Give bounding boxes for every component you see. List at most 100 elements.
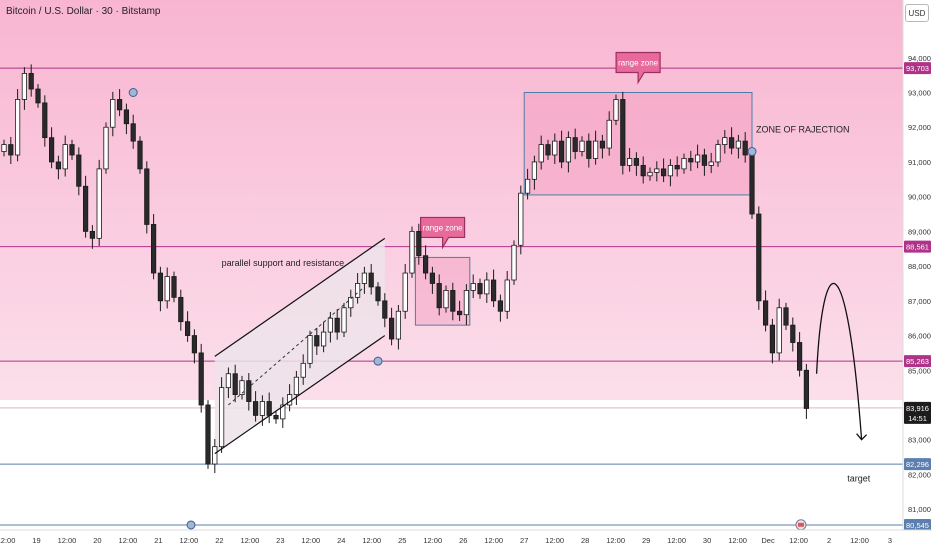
x-tick-label: 30 bbox=[703, 536, 711, 545]
candle-body bbox=[797, 342, 803, 371]
candle-body bbox=[198, 352, 204, 406]
candle-body bbox=[280, 404, 286, 420]
x-tick-label: 3 bbox=[888, 536, 892, 545]
candle-body bbox=[225, 373, 231, 389]
candle-body bbox=[171, 276, 177, 298]
candle-body bbox=[633, 158, 640, 166]
candle-body bbox=[55, 161, 62, 170]
candle-body bbox=[429, 272, 436, 284]
candle-body bbox=[579, 140, 585, 152]
candle-body bbox=[35, 88, 41, 104]
candle-body bbox=[559, 140, 565, 163]
projection-arrow bbox=[815, 282, 863, 440]
candle-body bbox=[783, 307, 789, 326]
x-tick-label: 24 bbox=[337, 536, 345, 545]
level-price-tag bbox=[904, 62, 931, 75]
candle-body bbox=[422, 255, 429, 274]
y-tick-label: 81,000 bbox=[908, 505, 931, 514]
x-tick-label: 12:00 bbox=[119, 536, 138, 545]
candle-body bbox=[341, 307, 347, 333]
candle-body bbox=[21, 73, 28, 100]
x-tick-label: 12:00 bbox=[362, 536, 381, 545]
candle-body bbox=[246, 380, 252, 402]
currency-button[interactable]: USD bbox=[905, 4, 929, 22]
candle-body bbox=[368, 272, 374, 288]
candle-body bbox=[565, 137, 572, 163]
candle-body bbox=[266, 401, 272, 416]
candle-body bbox=[137, 140, 143, 170]
level-price-tag bbox=[904, 240, 931, 253]
candle-body bbox=[531, 161, 538, 180]
pink-band bbox=[0, 0, 903, 400]
candle-body bbox=[239, 380, 245, 395]
candle-body bbox=[232, 373, 238, 395]
candle-body bbox=[218, 387, 225, 448]
candle-body bbox=[388, 317, 395, 340]
channel-upper-line bbox=[214, 237, 386, 357]
candle-body bbox=[89, 230, 95, 239]
x-tick-label: Dec bbox=[761, 536, 775, 545]
candle-body bbox=[395, 310, 402, 340]
x-tick-label: 12:00 bbox=[667, 536, 686, 545]
channel-fill bbox=[214, 238, 385, 454]
candle-body bbox=[688, 158, 694, 163]
candle-body bbox=[470, 283, 476, 291]
x-tick-label: 12:00 bbox=[789, 536, 808, 545]
candle-body bbox=[763, 300, 769, 326]
candle-body bbox=[620, 99, 626, 166]
candle-body bbox=[701, 154, 708, 166]
candle-body bbox=[259, 401, 266, 416]
x-tick-label: 12:00 bbox=[180, 536, 199, 545]
candle-body bbox=[504, 279, 510, 312]
candle-body bbox=[103, 126, 109, 170]
candle-body bbox=[674, 165, 680, 170]
flag-icon-stripe bbox=[797, 522, 804, 527]
anchor-point bbox=[186, 520, 196, 530]
candle-body bbox=[640, 165, 646, 177]
candle-body bbox=[178, 296, 184, 323]
candle-body bbox=[191, 335, 197, 354]
y-tick-label: 90,000 bbox=[908, 193, 931, 202]
x-tick-label: 27 bbox=[520, 536, 528, 545]
candle-body bbox=[497, 300, 504, 312]
candle-body bbox=[511, 244, 517, 281]
level-price-label: 93,703 bbox=[906, 64, 929, 73]
x-tick-label: 29 bbox=[642, 536, 650, 545]
x-tick-label: 12:00 bbox=[850, 536, 869, 545]
arrow-head bbox=[856, 433, 868, 441]
x-tick-label: 12:00 bbox=[423, 536, 442, 545]
range-zone-callout bbox=[615, 51, 661, 85]
candle-body bbox=[164, 276, 170, 302]
candle-body bbox=[76, 154, 82, 187]
y-tick-label: 92,000 bbox=[908, 123, 931, 132]
candle-body bbox=[722, 137, 728, 145]
x-tick-label: 28 bbox=[581, 536, 589, 545]
candle-body bbox=[443, 290, 449, 309]
candle-body bbox=[1, 144, 7, 152]
channel-lower-line bbox=[214, 335, 386, 455]
candle-body bbox=[769, 324, 776, 354]
candle-body bbox=[606, 119, 612, 149]
target-label: target bbox=[847, 473, 871, 483]
candle-body bbox=[293, 376, 300, 395]
candle-body bbox=[144, 168, 150, 225]
candle-body bbox=[28, 73, 34, 90]
y-tick-label: 86,000 bbox=[908, 332, 931, 341]
x-tick-label: 12:00 bbox=[545, 536, 564, 545]
channel-label: parallel support and resistance bbox=[222, 258, 345, 268]
candle-body bbox=[776, 307, 782, 354]
level-price-label: 80,545 bbox=[906, 521, 929, 530]
y-tick-label: 83,000 bbox=[908, 436, 931, 445]
y-tick-label: 85,000 bbox=[908, 366, 931, 375]
candle-body bbox=[348, 296, 354, 309]
candle-body bbox=[436, 283, 442, 309]
y-tick-label: 88,000 bbox=[908, 262, 931, 271]
y-tick-label: 94,000 bbox=[908, 54, 931, 63]
candle-body bbox=[729, 137, 735, 149]
last-price-label: 83,916 bbox=[906, 404, 929, 413]
x-tick-label: 12:00 bbox=[484, 536, 503, 545]
candle-body bbox=[613, 99, 619, 121]
candle-body bbox=[627, 158, 633, 166]
